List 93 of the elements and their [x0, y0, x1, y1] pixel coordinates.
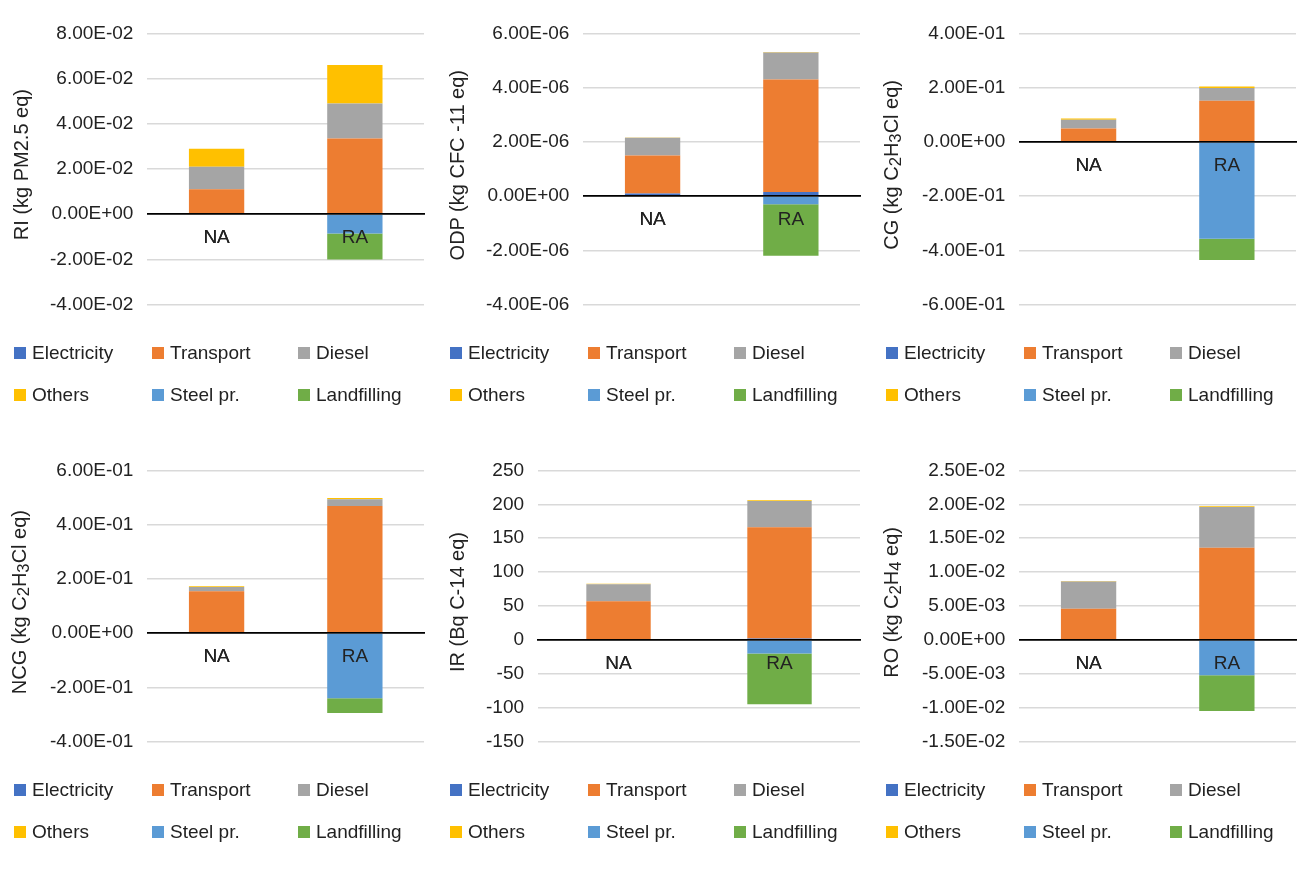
x-tick-label: RA	[341, 644, 369, 666]
y-tick-label: -2.00E-06	[485, 238, 570, 260]
y-tick-label: 8.00E-02	[56, 21, 134, 43]
y-tick-label: -4.00E-02	[49, 292, 134, 314]
legend-label: Others	[32, 821, 90, 843]
y-tick-label: -50	[496, 662, 525, 684]
legend-label: Landfilling	[752, 384, 838, 406]
x-tick-label: RA	[777, 207, 805, 229]
legend-label: Steel pr.	[606, 821, 676, 843]
y-tick-label: -4.00E-01	[49, 729, 134, 751]
y-tick-label: 2.00E-01	[56, 567, 134, 589]
legend-label: Steel pr.	[606, 384, 676, 406]
legend-label: Diesel	[316, 779, 369, 801]
y-tick-label: 6.00E-01	[56, 458, 134, 480]
y-tick-label: 6.00E-06	[492, 21, 570, 43]
legend-label: Diesel	[316, 342, 369, 364]
legend-label: Electricity	[904, 342, 986, 364]
legend-label: Transport	[170, 779, 251, 801]
legend-label: Landfilling	[1188, 384, 1274, 406]
legend-label: Others	[468, 384, 526, 406]
y-axis-title: ODP (kg CFC -11 eq)	[445, 69, 469, 261]
y-tick-label: -100	[486, 695, 525, 717]
y-tick-label: 150	[492, 526, 525, 548]
y-tick-label: -1.00E-02	[921, 695, 1006, 717]
legend-label: Landfilling	[1188, 821, 1274, 843]
y-tick-label: -150	[486, 729, 525, 751]
legend-label: Electricity	[32, 779, 114, 801]
legend-label: Others	[904, 384, 962, 406]
legend-label: Others	[32, 384, 90, 406]
legend-label: Others	[468, 821, 526, 843]
y-tick-label: -6.00E-01	[921, 292, 1006, 314]
y-tick-label: -4.00E-01	[921, 238, 1006, 260]
y-tick-label: 5.00E-03	[928, 594, 1006, 616]
legend-label: Transport	[1042, 342, 1123, 364]
legend-label: Diesel	[752, 342, 805, 364]
y-tick-label: 4.00E-01	[928, 21, 1006, 43]
y-tick-label: 0.00E+00	[923, 628, 1006, 650]
y-tick-label: 2.00E-01	[928, 75, 1006, 97]
x-tick-label: NA	[1075, 153, 1103, 175]
y-tick-label: -2.00E-01	[921, 184, 1006, 206]
legend-label: Landfilling	[316, 384, 402, 406]
legend-label: Steel pr.	[170, 821, 240, 843]
y-tick-label: 0.00E+00	[51, 621, 134, 643]
legend-label: Diesel	[752, 779, 805, 801]
y-tick-label: 0.00E+00	[487, 184, 570, 206]
y-tick-label: 0	[513, 628, 525, 650]
y-tick-label: 0.00E+00	[51, 202, 134, 224]
y-tick-label: 50	[502, 594, 525, 616]
y-tick-label: 1.50E-02	[928, 526, 1006, 548]
legend-label: Steel pr.	[1042, 821, 1112, 843]
y-tick-label: 200	[492, 492, 525, 514]
legend-label: Transport	[606, 342, 687, 364]
y-axis-title: RI (kg PM2.5 eq)	[9, 89, 33, 241]
legend-label: Others	[904, 821, 962, 843]
x-tick-label: NA	[1075, 651, 1103, 673]
y-tick-label: 2.00E-06	[492, 130, 570, 152]
legend-label: Diesel	[1188, 342, 1241, 364]
legend-label: Electricity	[468, 779, 550, 801]
legend-label: Electricity	[32, 342, 114, 364]
y-tick-label: 4.00E-02	[56, 112, 134, 134]
x-tick-label: NA	[639, 207, 667, 229]
legend-label: Diesel	[1188, 779, 1241, 801]
legend-label: Steel pr.	[1042, 384, 1112, 406]
x-tick-label: NA	[203, 225, 231, 247]
x-tick-label: RA	[1213, 651, 1241, 673]
legend-label: Landfilling	[752, 821, 838, 843]
y-tick-label: -2.00E-01	[49, 675, 134, 697]
legend-label: Electricity	[468, 342, 550, 364]
legend-label: Transport	[1042, 779, 1123, 801]
legend-label: Transport	[606, 779, 687, 801]
legend-label: Electricity	[904, 779, 986, 801]
x-tick-label: NA	[203, 644, 231, 666]
x-tick-label: RA	[1213, 153, 1241, 175]
y-tick-label: -2.00E-02	[49, 247, 134, 269]
y-tick-label: 2.00E-02	[928, 492, 1006, 514]
y-tick-label: 0.00E+00	[923, 130, 1006, 152]
y-tick-label: 1.00E-02	[928, 560, 1006, 582]
y-tick-label: 2.00E-02	[56, 157, 134, 179]
y-tick-label: 6.00E-02	[56, 66, 134, 88]
legend-label: Transport	[170, 342, 251, 364]
x-tick-label: NA	[605, 651, 633, 673]
y-tick-label: -4.00E-06	[485, 292, 570, 314]
y-tick-label: 250	[492, 458, 525, 480]
x-tick-label: RA	[766, 651, 794, 673]
y-tick-label: 100	[492, 560, 525, 582]
y-tick-label: 2.50E-02	[928, 458, 1006, 480]
y-tick-label: 4.00E-01	[56, 512, 134, 534]
legend-label: Steel pr.	[170, 384, 240, 406]
legend-label: Landfilling	[316, 821, 402, 843]
y-axis-title: IR (Bq C-14 eq)	[445, 531, 469, 673]
y-tick-label: -1.50E-02	[921, 729, 1006, 751]
y-tick-label: 4.00E-06	[492, 75, 570, 97]
y-tick-label: -5.00E-03	[921, 662, 1006, 684]
